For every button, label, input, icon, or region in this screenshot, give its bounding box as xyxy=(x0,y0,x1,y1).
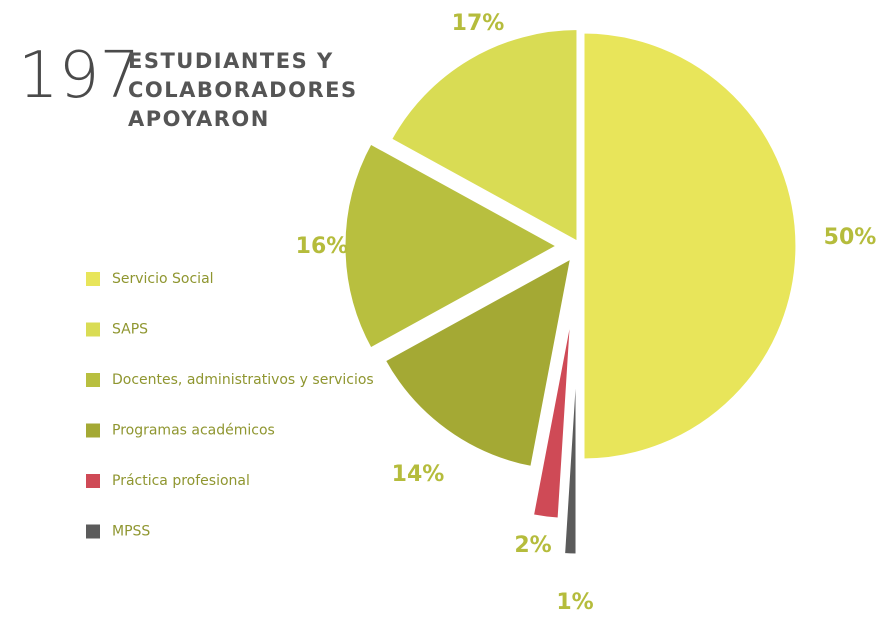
slice-label: 16% xyxy=(296,234,349,259)
legend-swatch xyxy=(86,423,100,438)
legend-swatch xyxy=(86,272,100,286)
legend-label: Docentes, administrativos y servicios xyxy=(112,372,374,388)
pie-slice xyxy=(530,304,574,521)
title-line: APOYARON xyxy=(128,107,270,131)
legend-swatch xyxy=(86,373,100,387)
legend-label: Servicio Social xyxy=(112,271,214,287)
pie-slice xyxy=(562,339,579,557)
slice-label: 2% xyxy=(514,533,551,558)
pie-slice xyxy=(382,255,574,470)
legend-swatch xyxy=(86,524,100,539)
legend-label: Programas académicos xyxy=(112,423,275,439)
legend-label: Práctica profesional xyxy=(112,473,250,489)
legend-swatch xyxy=(86,322,100,337)
total-number: 197 xyxy=(18,39,140,113)
title-line: ESTUDIANTES Y xyxy=(128,49,334,73)
pie-slice xyxy=(342,141,560,351)
legend-label: MPSS xyxy=(112,524,150,540)
slice-label: 50% xyxy=(824,225,877,250)
slice-label: 1% xyxy=(556,590,593,615)
slice-label: 14% xyxy=(392,462,445,487)
pie-slice xyxy=(388,27,580,245)
slice-label: 17% xyxy=(452,11,505,36)
legend-swatch xyxy=(86,474,100,488)
legend-label: SAPS xyxy=(112,322,148,338)
pie-slice xyxy=(581,30,799,462)
title-line: COLABORADORES xyxy=(128,78,358,102)
